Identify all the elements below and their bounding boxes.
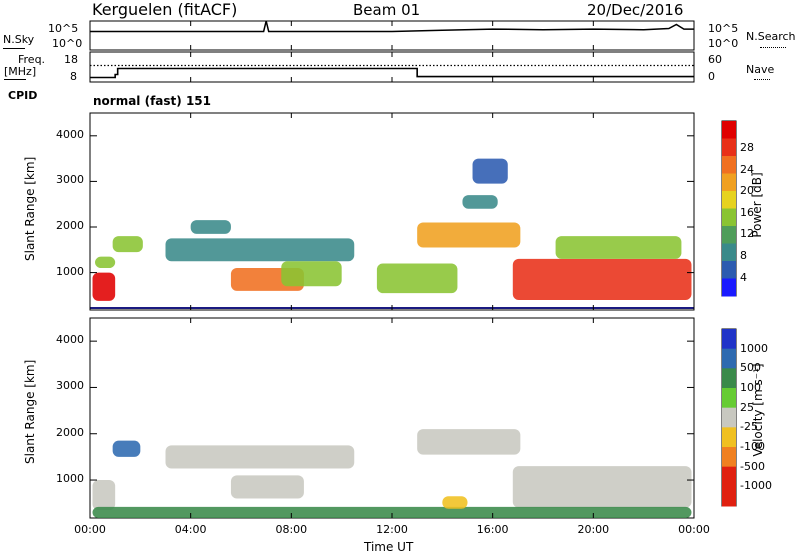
xtick-label: 04:00: [174, 523, 207, 536]
velocity-cell: [112, 440, 141, 457]
velocity-cbar-swatch: [722, 486, 736, 507]
velocity-ylabel: Slant Range [km]: [23, 359, 37, 464]
vel-ytick-label: 2000: [56, 425, 84, 439]
power-cell: [417, 222, 521, 248]
power-cbar-tick: 8: [740, 249, 747, 263]
velocity-cbar-swatch: [722, 447, 736, 468]
power-cbar-swatch: [722, 191, 736, 209]
power-cell: [472, 158, 508, 184]
velocity-cell: [512, 466, 692, 508]
velocity-cbar-swatch: [722, 348, 736, 369]
power-cell: [555, 236, 682, 259]
velocity-cbar-swatch: [722, 368, 736, 389]
nsky-label: N.Sky: [3, 33, 35, 46]
freq-legend-line: [4, 79, 26, 80]
nsearch-label: N.Search: [746, 30, 796, 43]
date-title: 20/Dec/2016: [587, 1, 684, 19]
velocity-cell: [230, 475, 304, 499]
xaxis-label: Time UT: [364, 540, 414, 554]
power-ytick-label: 4000: [56, 127, 84, 141]
nsky-tick-top: 10^5: [48, 22, 79, 35]
power-cbar-tick: 12: [740, 227, 754, 241]
xtick-label: 16:00: [476, 523, 509, 536]
power-ylabel: Slant Range [km]: [23, 156, 37, 261]
velocity-cbar-tick: -1000: [740, 479, 772, 493]
power-cbar-tick: 16: [740, 205, 754, 219]
nsky-legend-line: [3, 48, 25, 49]
power-cell: [512, 258, 692, 300]
velocity-cbar-swatch: [722, 466, 736, 487]
power-ytick-label: 2000: [56, 219, 84, 232]
xtick-label: 00:00: [678, 523, 710, 536]
vel-ytick-label: 1000: [56, 472, 84, 486]
vel-ytick-label: 3000: [56, 379, 84, 393]
power-cbar-tick: 4: [740, 270, 747, 284]
cpid-text: normal (fast) 151: [93, 94, 211, 108]
power-cell: [165, 238, 355, 262]
cpid-label: CPID: [8, 89, 38, 102]
nave-tick-bottom: 0: [708, 70, 715, 83]
power-cbar-swatch: [722, 156, 736, 174]
vel-ytick-label: 4000: [56, 333, 84, 347]
velocity-cbar-swatch: [722, 329, 736, 350]
power-cell: [376, 263, 458, 294]
nsearch-tick-top: 10^5: [708, 22, 739, 35]
power-cbar-swatch: [722, 261, 736, 279]
velocity-cell: [165, 445, 355, 469]
power-cell: [281, 261, 342, 287]
xtick-label: 12:00: [376, 523, 408, 536]
xtick-label: 08:00: [275, 523, 308, 536]
velocity-cbar-swatch: [722, 427, 736, 448]
power-ytick-label: 1000: [56, 264, 84, 278]
power-cbar-swatch: [722, 173, 736, 192]
noise-series-line: [90, 20, 694, 33]
velocity-cell: [92, 480, 116, 511]
power-cell: [190, 220, 231, 234]
freq-tick-bottom: 8: [70, 70, 77, 83]
data-layer: [90, 20, 736, 518]
velocity-cbar-tick: -25: [740, 420, 758, 434]
freq-label: Freq.: [18, 53, 46, 66]
power-cell: [92, 272, 116, 301]
xtick-label: 00:00: [74, 523, 106, 536]
power-cbar-swatch: [722, 243, 736, 262]
power-cell: [112, 236, 143, 253]
power-cbar-swatch: [722, 208, 736, 227]
freq-tick-top: 18: [64, 53, 78, 66]
xtick-label: 20:00: [577, 523, 610, 536]
velocity-cbar-tick: 1000: [740, 341, 768, 355]
power-cbar-tick: 20: [740, 184, 754, 198]
velocity-cbar-tick: 100: [740, 381, 761, 394]
nave-tick-top: 60: [708, 53, 722, 66]
power-cell: [95, 256, 116, 269]
freq-unit-label: [MHz]: [4, 65, 37, 78]
nsky-tick-bottom: 10^0: [52, 37, 83, 50]
nsearch-tick-bottom: 10^0: [708, 37, 739, 50]
velocity-cbar-tick: 500: [740, 361, 761, 375]
power-cbar-swatch: [722, 121, 736, 139]
power-cbar-tick: 28: [740, 141, 754, 154]
velocity-cell: [442, 496, 468, 509]
nsearch-legend-line: [760, 47, 786, 48]
velocity-cell: [417, 429, 521, 455]
velocity-cbar-tick: -100: [740, 440, 765, 453]
power-cbar-swatch: [722, 138, 736, 157]
nave-label: Nave: [746, 63, 775, 76]
tick-layer: [89, 21, 695, 518]
freq-series-line: [90, 67, 694, 79]
power-cbar-tick: 24: [740, 162, 754, 176]
nave-legend-line: [754, 79, 770, 80]
power-cbar-swatch: [722, 226, 736, 244]
power-cbar-swatch: [722, 278, 736, 297]
power-cell: [462, 195, 498, 209]
station-title: Kerguelen (fitACF): [92, 0, 238, 19]
power-ytick-label: 3000: [56, 173, 84, 187]
velocity-cbar-swatch: [722, 407, 736, 428]
velocity-cbar-tick: 25: [740, 400, 754, 414]
velocity-cell: [92, 506, 692, 518]
velocity-cbar-tick: -500: [740, 459, 765, 473]
velocity-cbar-swatch: [722, 388, 736, 409]
beam-title: Beam 01: [353, 1, 421, 19]
